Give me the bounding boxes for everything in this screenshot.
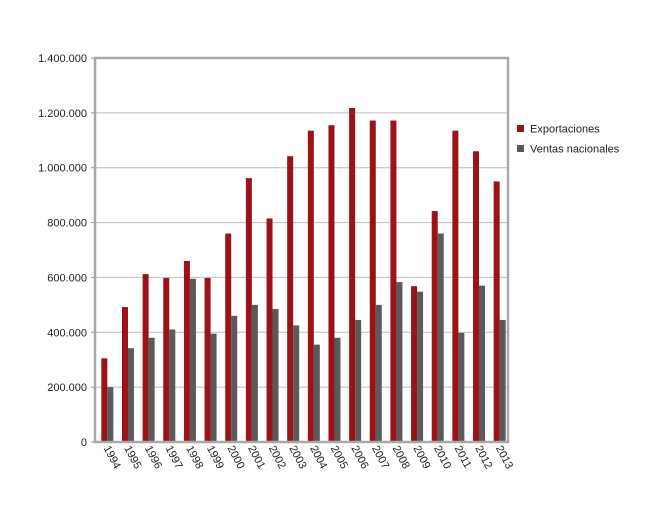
bar-exportaciones-2006	[349, 107, 356, 443]
bar-ventas-nacionales-2002	[272, 308, 279, 442]
y-tick-label: 200.000	[47, 382, 87, 394]
bar-ventas-nacionales-1998	[189, 278, 196, 442]
y-tick-label: 0	[81, 437, 87, 449]
bar-ventas-nacionales-2005	[334, 337, 341, 442]
y-tick-label: 400.000	[47, 327, 87, 339]
x-tick-label: 1996	[142, 444, 164, 471]
x-tick-label: 2002	[266, 444, 288, 471]
bar-exportaciones-2009	[411, 286, 418, 442]
bar-exportaciones-2001	[245, 178, 252, 442]
bar-exportaciones-2011	[452, 130, 459, 442]
bar-exportaciones-2003	[287, 156, 294, 443]
x-tick-label: 2006	[348, 444, 370, 471]
bar-ventas-nacionales-2011	[458, 332, 465, 442]
y-axis-tick-labels: 0 200.000 400.000 600.000 800.000 1.000.000 1.…	[38, 53, 87, 449]
bar-exportaciones-1994	[101, 358, 108, 442]
bar-exportaciones-1996	[142, 274, 149, 442]
x-tick-label: 2008	[390, 444, 412, 471]
bar-ventas-nacionales-2000	[231, 315, 238, 442]
bar-ventas-nacionales-1997	[169, 329, 176, 442]
bar-exportaciones-1995	[121, 307, 128, 442]
bar-ventas-nacionales-2007	[375, 304, 382, 442]
y-tick-label: 1.200.000	[38, 108, 87, 120]
legend: Exportaciones Ventas nacionales	[517, 124, 620, 156]
bar-ventas-nacionales-2009	[417, 291, 424, 442]
x-axis-tick-labels: 1994199519961997199819992000200120022003…	[101, 444, 515, 471]
legend-label: Ventas nacionales	[530, 144, 620, 156]
x-tick-label: 2013	[493, 444, 515, 471]
bar-exportaciones-2012	[473, 151, 480, 442]
x-tick-label: 1994	[101, 444, 123, 471]
bar-exportaciones-2004	[307, 130, 314, 442]
bar-ventas-nacionales-2004	[313, 344, 320, 442]
y-tick-label: 1.400.000	[38, 53, 87, 65]
bar-exportaciones-1997	[163, 277, 170, 442]
x-tick-label: 2007	[369, 444, 391, 471]
bar-exportaciones-1999	[204, 277, 211, 442]
x-tick-label: 1997	[163, 444, 185, 471]
x-tick-label: 2005	[328, 444, 350, 471]
x-tick-label: 2001	[245, 444, 267, 471]
y-tick-label: 1.000.000	[38, 163, 87, 175]
y-tick-label: 800.000	[47, 218, 87, 230]
legend-label: Exportaciones	[530, 124, 600, 136]
plot-border	[93, 56, 510, 444]
bar-exportaciones-2010	[431, 211, 438, 442]
x-tick-label: 1998	[183, 444, 205, 471]
bar-exportaciones-2008	[390, 120, 397, 442]
x-tick-label: 2003	[287, 444, 309, 471]
bar-exportaciones-2007	[369, 120, 376, 442]
bar-ventas-nacionales-2013	[499, 319, 506, 442]
bar-ventas-nacionales-1999	[210, 333, 217, 442]
bar-ventas-nacionales-1996	[148, 337, 155, 442]
x-tick-label: 2009	[410, 444, 432, 471]
plot-frame	[93, 56, 510, 444]
bar-ventas-nacionales-2006	[355, 319, 362, 442]
x-tick-label: 2010	[431, 444, 453, 471]
x-tick-label: 1995	[121, 444, 143, 471]
bar-ventas-nacionales-2003	[293, 325, 300, 442]
bar-ventas-nacionales-1994	[107, 387, 114, 442]
bar-exportaciones-2002	[266, 218, 273, 442]
x-tick-label: 2004	[307, 444, 329, 471]
bar-exportaciones-2000	[225, 233, 232, 442]
x-tick-label: 2000	[225, 444, 247, 471]
bar-exportaciones-2013	[493, 181, 500, 442]
bar-ventas-nacionales-2012	[479, 285, 486, 442]
bar-ventas-nacionales-1995	[127, 348, 134, 442]
y-tick-label: 600.000	[47, 272, 87, 284]
bar-ventas-nacionales-2001	[251, 304, 258, 442]
bar-exportaciones-2005	[328, 125, 335, 442]
x-tick-label: 2011	[452, 444, 474, 471]
x-tick-label: 2012	[472, 444, 494, 471]
bar-ventas-nacionales-2010	[437, 233, 444, 442]
bars	[101, 107, 506, 443]
legend-swatch	[517, 145, 524, 152]
x-tick-label: 1999	[204, 444, 226, 471]
bar-ventas-nacionales-2008	[396, 282, 403, 442]
bar-exportaciones-1998	[183, 260, 190, 442]
legend-swatch	[517, 125, 524, 132]
